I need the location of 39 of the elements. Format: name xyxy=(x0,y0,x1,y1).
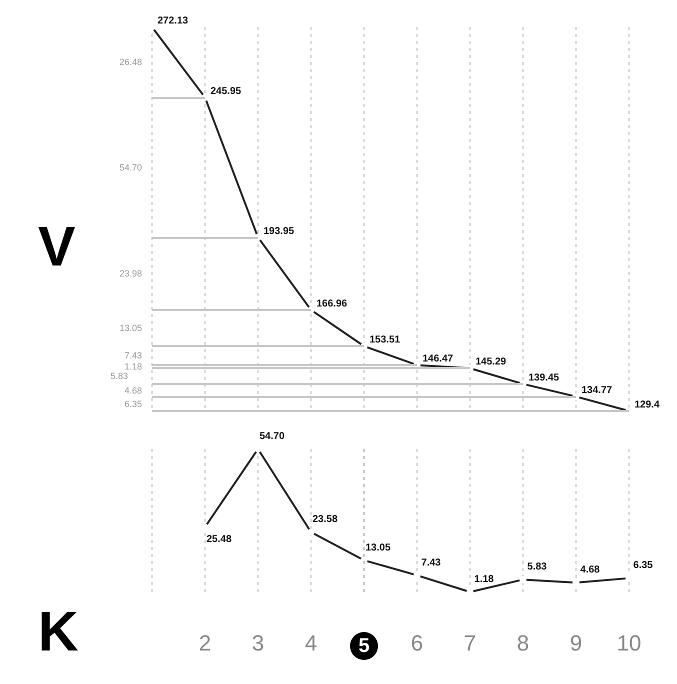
data-label: 129.4 xyxy=(634,400,660,410)
x-tick-label: 9 xyxy=(570,630,582,656)
data-label: 6.35 xyxy=(633,560,654,572)
x-tick-label: 10 xyxy=(616,630,642,656)
data-label: 54.70 xyxy=(259,431,285,442)
text: 1.18 xyxy=(124,362,142,372)
data-label: 193.95 xyxy=(264,226,295,237)
x-tick-label: 3 xyxy=(252,630,264,656)
data-label: 166.96 xyxy=(316,298,348,310)
x-axis-title: K xyxy=(38,600,78,662)
text: 7.43 xyxy=(124,350,142,361)
text: 13.05 xyxy=(119,323,142,334)
text: 54.70 xyxy=(119,162,142,172)
text: 6.35 xyxy=(124,398,142,409)
data-label: 7.43 xyxy=(421,557,442,568)
data-label: 245.95 xyxy=(210,86,242,97)
data-label: 13.05 xyxy=(365,542,391,554)
x-tick-label: 6 xyxy=(410,630,424,656)
x-tick-label: 5 xyxy=(358,635,370,657)
x-tick-label: 7 xyxy=(464,630,476,656)
x-tick-label: 4 xyxy=(304,630,318,656)
data-label: 134.77 xyxy=(582,385,613,396)
x-tick-label: 2 xyxy=(198,630,212,656)
data-label: 5.83 xyxy=(527,562,548,573)
data-label: 1.18 xyxy=(474,574,494,585)
text: 4.68 xyxy=(124,385,142,396)
data-label: 153.51 xyxy=(370,334,401,346)
data-label: 4.68 xyxy=(580,564,600,576)
data-label: 139.45 xyxy=(528,372,560,384)
y-axis-title: V xyxy=(38,214,76,278)
data-label: 23.58 xyxy=(312,514,338,526)
data-label: 146.47 xyxy=(422,354,454,365)
text: 5.83 xyxy=(110,371,128,382)
text: 26.48 xyxy=(119,57,142,68)
data-label: 25.48 xyxy=(206,534,232,546)
x-tick-label: 8 xyxy=(516,630,530,656)
data-label: 272.13 xyxy=(158,16,189,26)
text: 23.98 xyxy=(119,268,142,279)
data-label: 145.29 xyxy=(476,356,507,368)
